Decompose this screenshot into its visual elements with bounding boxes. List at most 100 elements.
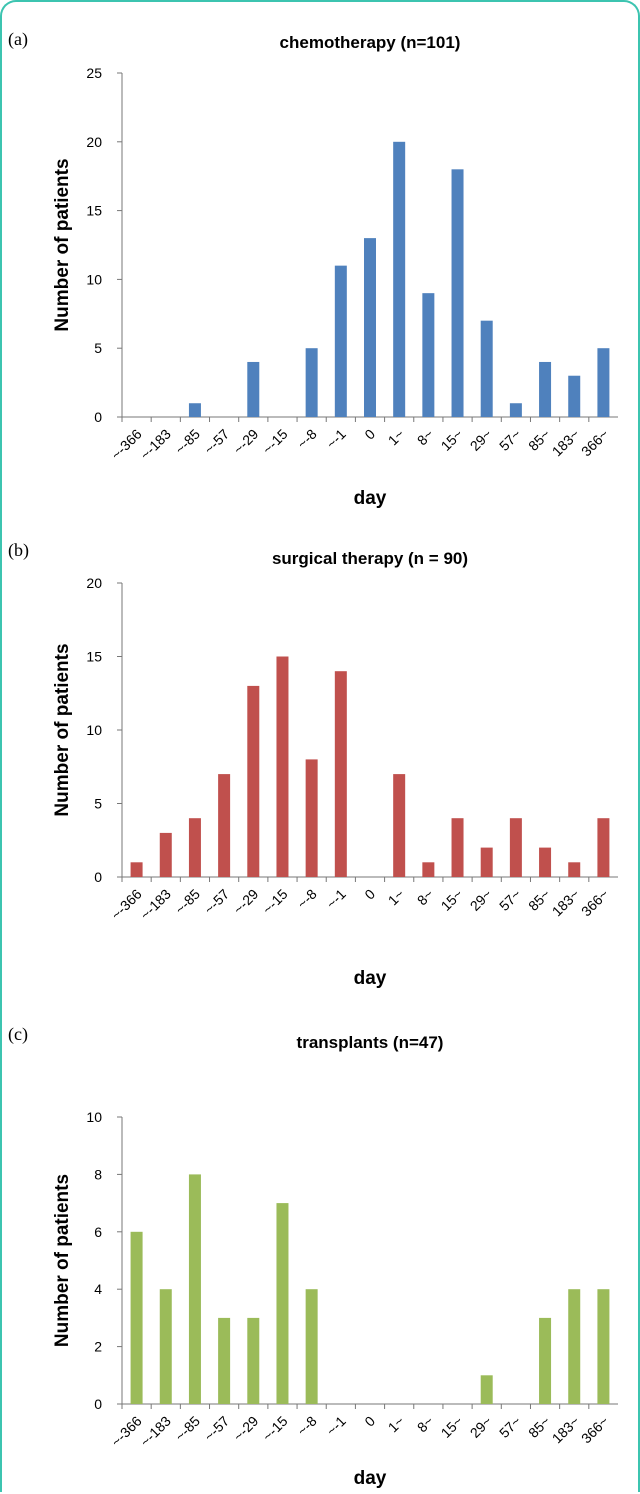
x-tick-label: ~-183 bbox=[137, 886, 174, 923]
x-tick-label: 8~ bbox=[414, 1413, 437, 1436]
x-tick-label: ~-29 bbox=[230, 1413, 262, 1445]
y-tick-label: 5 bbox=[94, 340, 102, 356]
bar bbox=[276, 1203, 289, 1404]
bar bbox=[539, 361, 552, 417]
bar bbox=[247, 361, 260, 417]
x-tick-label: ~-15 bbox=[259, 886, 291, 918]
y-tick-label: 2 bbox=[94, 1339, 102, 1355]
x-tick-label: 0 bbox=[361, 1413, 378, 1430]
bar bbox=[539, 1317, 552, 1404]
bar bbox=[480, 847, 493, 877]
y-tick-label: 10 bbox=[86, 271, 102, 287]
bar bbox=[276, 656, 289, 877]
bar bbox=[451, 169, 464, 417]
y-tick-label: 5 bbox=[94, 796, 102, 812]
bar bbox=[568, 375, 581, 417]
chart-title: chemotherapy (n=101) bbox=[280, 33, 461, 52]
x-tick-label: ~-366 bbox=[108, 426, 145, 463]
x-tick-label: 8~ bbox=[414, 426, 437, 449]
bar bbox=[364, 238, 376, 417]
x-tick-label: 29~ bbox=[467, 886, 495, 914]
x-tick-label: 0 bbox=[361, 886, 378, 903]
bar bbox=[480, 320, 493, 417]
x-tick-label: 29~ bbox=[467, 426, 495, 454]
x-tick-label: ~-8 bbox=[294, 886, 320, 912]
x-tick-label: ~-1 bbox=[323, 1413, 349, 1439]
x-tick-label: ~-366 bbox=[108, 886, 145, 923]
y-tick-label: 20 bbox=[86, 134, 102, 150]
x-tick-label: ~-57 bbox=[201, 426, 233, 458]
x-tick-label: ~-1 bbox=[323, 886, 349, 912]
x-tick-label: 57~ bbox=[496, 1413, 524, 1441]
x-tick-label: 183~ bbox=[549, 886, 583, 920]
y-axis-label: Number of patients bbox=[52, 158, 73, 331]
bar bbox=[393, 774, 406, 877]
x-tick-label: ~-29 bbox=[230, 886, 262, 918]
x-axis-label: day bbox=[354, 1468, 387, 1489]
x-tick-label: 8~ bbox=[414, 886, 437, 909]
y-tick-label: 20 bbox=[86, 575, 102, 591]
bar bbox=[218, 1317, 231, 1404]
x-tick-label: 29~ bbox=[467, 1413, 495, 1441]
bar bbox=[597, 348, 610, 417]
x-tick-label: 183~ bbox=[549, 1413, 583, 1447]
x-tick-label: ~-15 bbox=[259, 1413, 291, 1445]
bar bbox=[568, 1289, 581, 1404]
y-tick-label: 0 bbox=[94, 1396, 102, 1412]
bar bbox=[509, 818, 522, 877]
bar bbox=[188, 1174, 201, 1404]
bar bbox=[539, 847, 552, 877]
y-tick-label: 6 bbox=[94, 1224, 102, 1240]
x-tick-label: 366~ bbox=[578, 886, 612, 920]
y-tick-label: 10 bbox=[86, 1109, 102, 1125]
x-tick-label: 1~ bbox=[385, 1413, 408, 1436]
y-tick-label: 8 bbox=[94, 1166, 102, 1182]
bar bbox=[422, 293, 435, 417]
x-tick-label: 15~ bbox=[438, 426, 466, 454]
y-axis-label: Number of patients bbox=[52, 643, 73, 816]
y-tick-label: 15 bbox=[86, 203, 102, 219]
bar bbox=[422, 862, 435, 877]
x-tick-label: ~-85 bbox=[172, 1413, 204, 1445]
y-tick-label: 25 bbox=[86, 65, 102, 81]
x-tick-label: 366~ bbox=[578, 1413, 612, 1447]
y-tick-label: 0 bbox=[94, 869, 102, 885]
x-tick-label: ~-15 bbox=[259, 426, 291, 458]
x-tick-label: ~-183 bbox=[137, 426, 174, 463]
y-tick-label: 15 bbox=[86, 649, 102, 665]
bar bbox=[334, 671, 347, 877]
x-tick-label: ~-57 bbox=[201, 886, 233, 918]
x-axis-label: day bbox=[354, 968, 387, 989]
bar bbox=[130, 1231, 143, 1404]
chart-title: transplants (n=47) bbox=[297, 1033, 444, 1052]
bar bbox=[188, 403, 201, 417]
bar bbox=[480, 1375, 493, 1404]
bar bbox=[597, 1289, 610, 1404]
panel-label: (b) bbox=[8, 540, 29, 561]
x-tick-label: 15~ bbox=[438, 1413, 466, 1441]
x-axis-label: day bbox=[354, 488, 387, 509]
x-tick-label: 183~ bbox=[549, 426, 583, 460]
bar bbox=[159, 1289, 172, 1404]
x-tick-label: ~-85 bbox=[172, 426, 204, 458]
x-tick-label: 366~ bbox=[578, 426, 612, 460]
x-tick-label: ~-8 bbox=[294, 1413, 320, 1439]
bar bbox=[451, 818, 464, 877]
bar bbox=[393, 141, 406, 418]
chart-title: surgical therapy (n = 90) bbox=[272, 549, 468, 568]
y-axis-label: Number of patients bbox=[52, 1174, 73, 1347]
x-tick-label: 0 bbox=[361, 426, 378, 443]
bar bbox=[247, 685, 260, 877]
panel-label: (a) bbox=[8, 29, 28, 50]
bar bbox=[218, 774, 231, 877]
y-tick-label: 0 bbox=[94, 409, 102, 425]
x-tick-label: ~-366 bbox=[108, 1413, 145, 1450]
bar bbox=[597, 818, 610, 877]
x-tick-label: 1~ bbox=[385, 886, 408, 909]
x-tick-label: 57~ bbox=[496, 426, 524, 454]
x-tick-label: ~-183 bbox=[137, 1413, 174, 1450]
x-tick-label: ~-29 bbox=[230, 426, 262, 458]
y-tick-label: 10 bbox=[86, 722, 102, 738]
